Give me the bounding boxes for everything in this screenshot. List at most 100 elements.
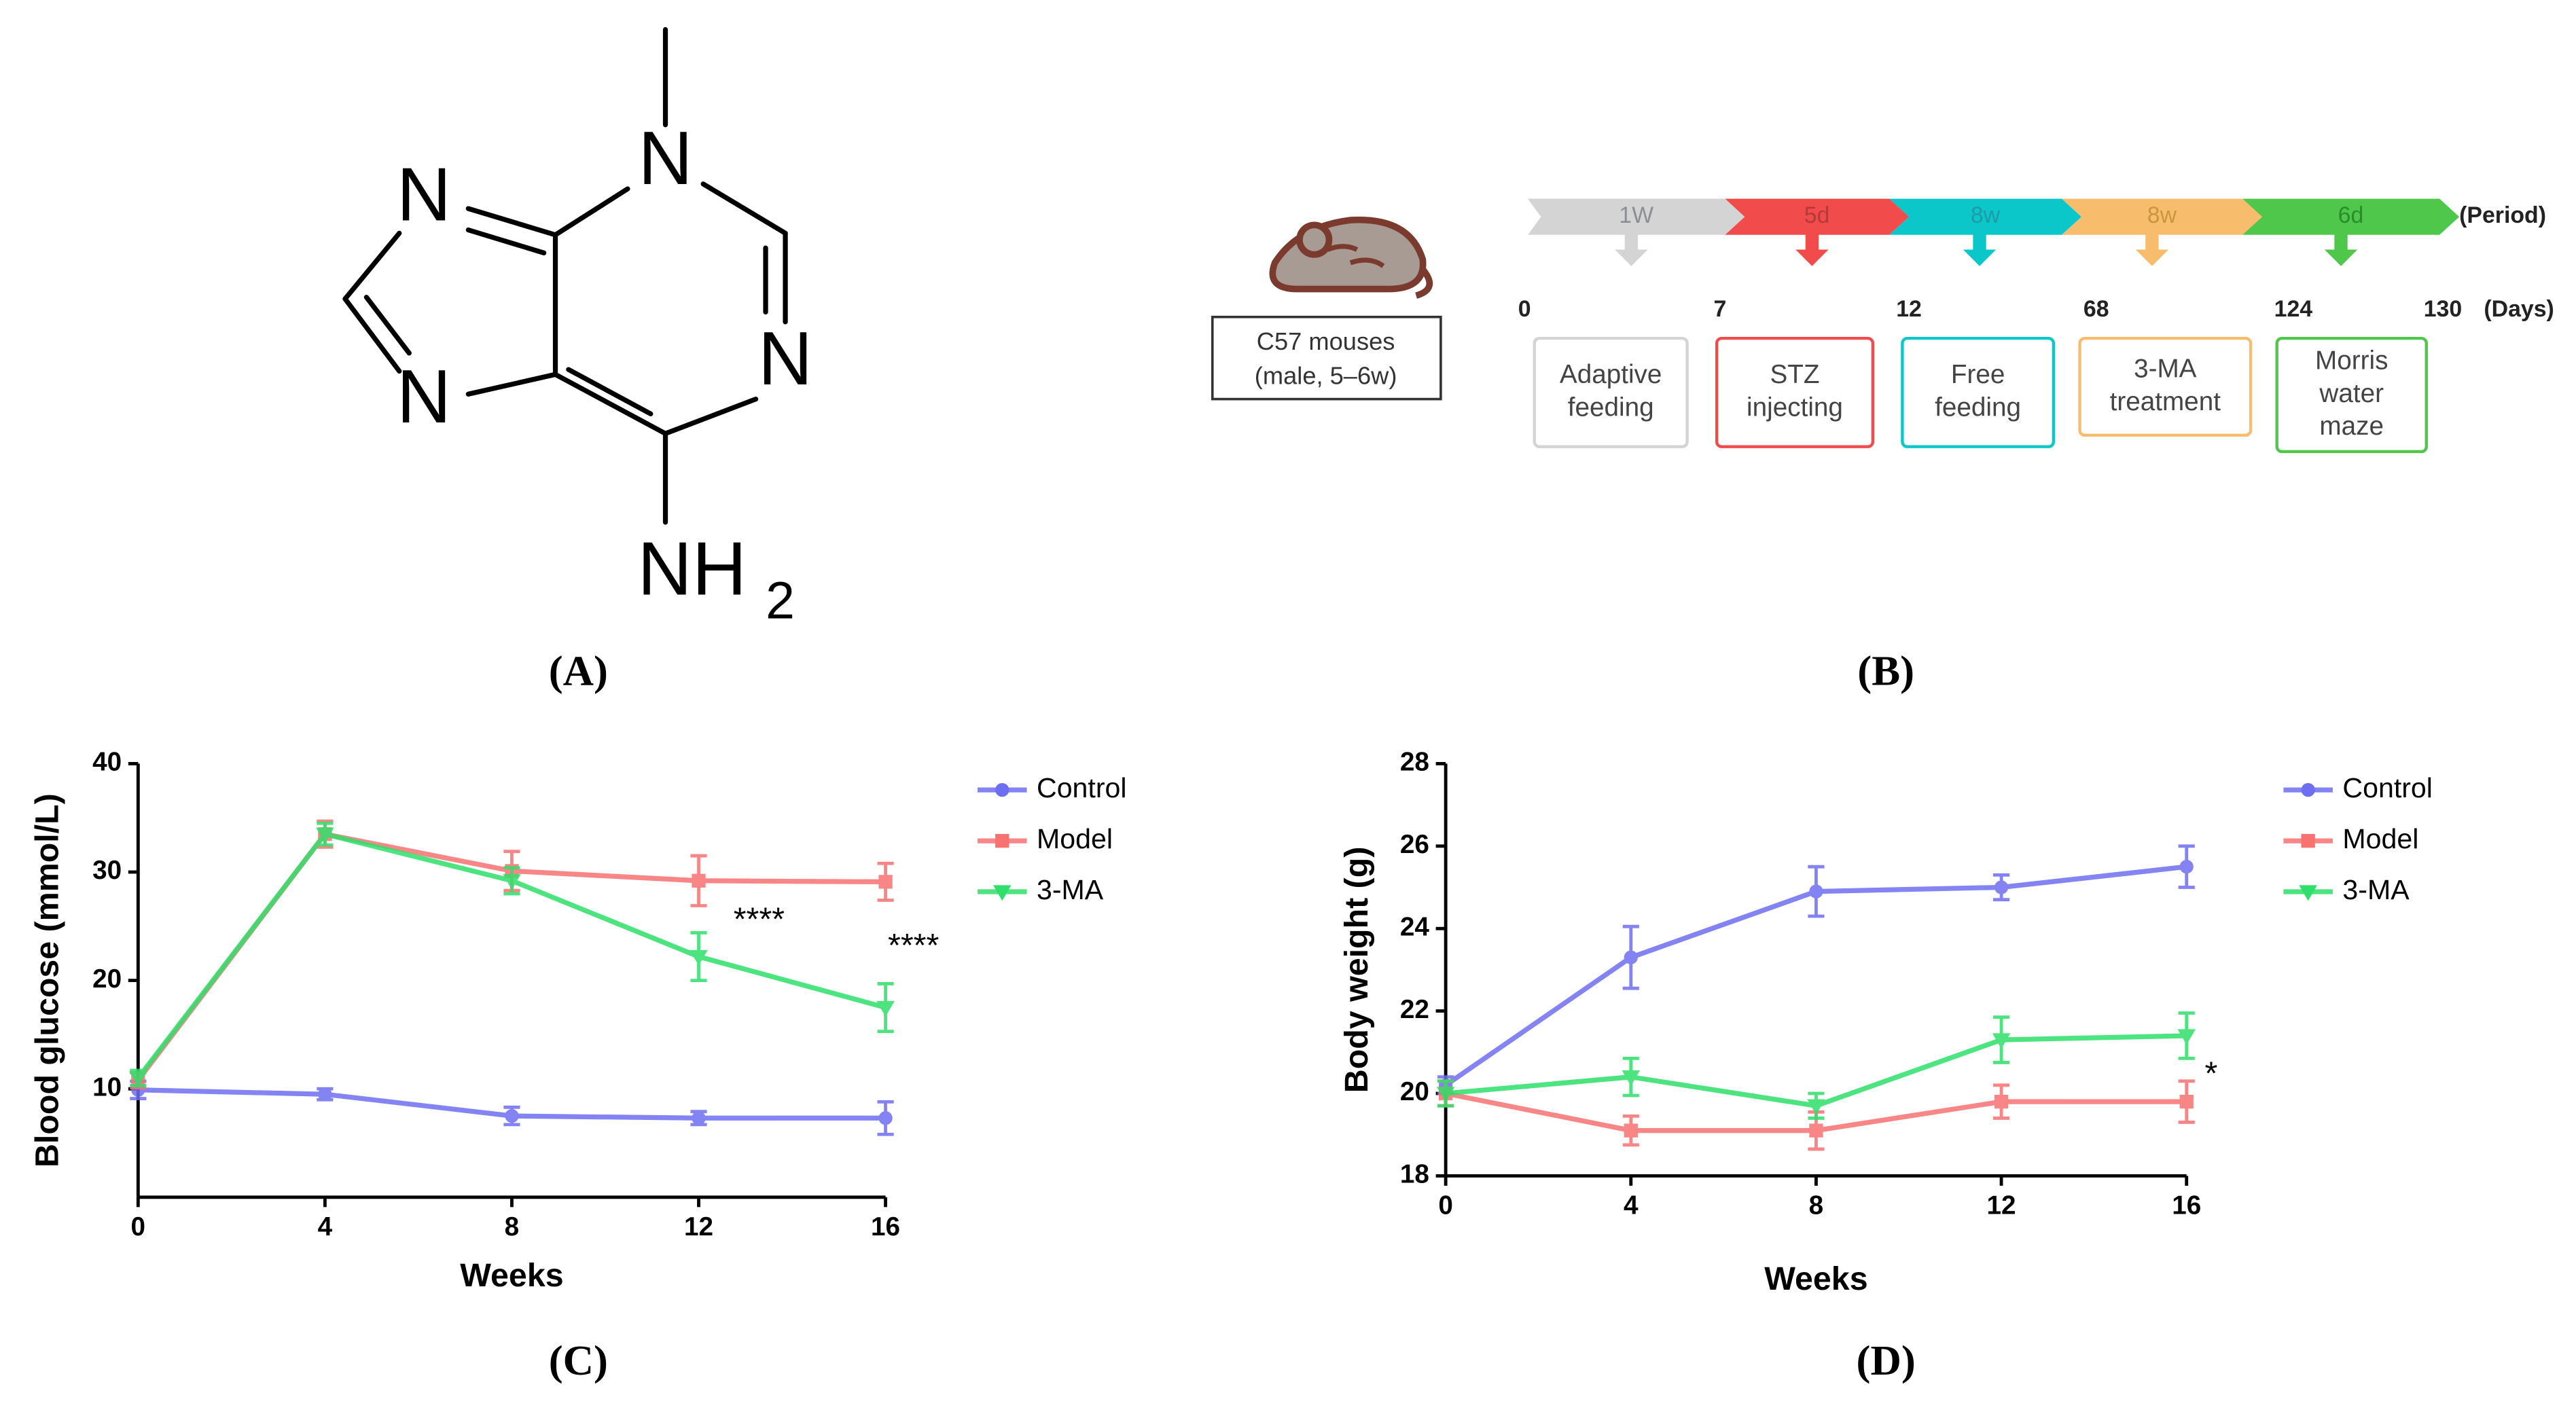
stage-text: injecting — [1747, 393, 1843, 422]
mouse-icon — [1269, 216, 1433, 299]
legend-item: Model — [977, 823, 1113, 854]
down-arrow — [1963, 233, 1997, 266]
day-label: 7 — [1714, 296, 1727, 322]
down-arrow — [1795, 233, 1829, 266]
marker — [690, 949, 708, 966]
x-axis-title: Weeks — [460, 1257, 563, 1294]
stage-text: feeding — [1568, 393, 1654, 422]
marker — [692, 873, 706, 888]
stage-text: Morris — [2315, 346, 2388, 375]
marker — [1624, 950, 1638, 964]
marker — [318, 1087, 332, 1102]
atom: N — [758, 316, 812, 401]
bond — [465, 227, 547, 256]
x-tick-label: 16 — [871, 1212, 900, 1241]
marker — [2179, 860, 2194, 874]
legend-item: 3-MA — [2283, 874, 2410, 905]
bond — [662, 396, 759, 437]
subject-box — [1211, 315, 1442, 401]
day-label: 12 — [1896, 296, 1922, 322]
amine-subscript: 2 — [766, 571, 795, 630]
series — [130, 1079, 894, 1136]
day-label: 0 — [1518, 296, 1531, 322]
x-tick-label: 4 — [318, 1212, 333, 1241]
marker — [1809, 884, 1823, 899]
marker — [129, 1071, 147, 1087]
bond — [363, 295, 412, 356]
amine: NH — [637, 526, 747, 611]
y-tick-label: 28 — [1400, 748, 1429, 777]
annotation: **** — [734, 901, 785, 937]
x-tick-label: 12 — [1987, 1191, 2016, 1220]
legend-label: Control — [1037, 772, 1126, 803]
series — [129, 821, 895, 1087]
panel-label: (A) — [549, 647, 608, 694]
x-tick-label: 0 — [1438, 1191, 1453, 1220]
y-tick-label: 24 — [1400, 912, 1430, 941]
legend-item: Control — [977, 772, 1127, 803]
marker — [1994, 880, 2009, 894]
legend-marker — [995, 782, 1009, 797]
y-tick-label: 22 — [1400, 995, 1429, 1024]
marker — [503, 874, 521, 890]
atom: N — [397, 151, 451, 236]
atom: N — [638, 115, 692, 200]
bond — [342, 296, 402, 374]
y-axis-title: Body weight (g) — [1338, 847, 1375, 1093]
x-tick-label: 16 — [2172, 1191, 2201, 1220]
stage-text: Adaptive — [1560, 360, 1662, 389]
period-label: (Period) — [2459, 202, 2546, 228]
marker — [1436, 1087, 1455, 1103]
chart: 18 20 22 24 26 28 0 4 8 12 16 Body weight (g) Weeks C… — [1338, 748, 2433, 1297]
bond — [700, 181, 788, 236]
marker — [1807, 1099, 1825, 1115]
stage-text: maze — [2319, 412, 2384, 441]
marker — [1622, 1070, 1641, 1087]
panel-label: (C) — [549, 1337, 608, 1384]
bond — [552, 186, 630, 238]
y-tick-label: 30 — [92, 856, 122, 885]
subject-text: (male, 5–6w) — [1255, 362, 1397, 390]
legend-label: Model — [2342, 823, 2418, 854]
period-text: 6d — [2338, 202, 2364, 228]
structure: N N N N NH 2 — [342, 26, 812, 630]
mouse-fur — [1326, 244, 1385, 268]
mouse-body — [1269, 216, 1427, 293]
period-arrow — [1528, 198, 1745, 235]
legend-item: Control — [2283, 772, 2433, 803]
panel-label: (D) — [1857, 1337, 1916, 1384]
series — [1437, 844, 2195, 1095]
marker — [878, 875, 893, 889]
panel-label: (B) — [1857, 647, 1914, 694]
marker — [1994, 1094, 2009, 1109]
stage-box — [2078, 336, 2253, 437]
legend-marker — [2301, 782, 2315, 797]
day-label: 124 — [2274, 296, 2313, 322]
marker — [1624, 1123, 1638, 1138]
legend-marker — [2299, 885, 2317, 901]
marker — [878, 1111, 893, 1125]
marker — [2177, 1029, 2196, 1045]
annotation: * — [2205, 1055, 2218, 1092]
y-tick-label: 20 — [1400, 1077, 1429, 1106]
down-arrow — [2135, 233, 2169, 266]
bond — [566, 367, 654, 416]
bond — [342, 230, 402, 302]
marker — [1809, 1123, 1823, 1138]
legend-label: 3-MA — [2342, 874, 2410, 905]
stage-box — [1715, 336, 1875, 448]
legend-label: Model — [1037, 823, 1113, 854]
x-tick-label: 12 — [684, 1212, 713, 1241]
mouse-tail — [1415, 267, 1433, 299]
period-arrow — [2061, 198, 2262, 235]
x-tick-label: 8 — [1809, 1191, 1824, 1220]
period-text: 8w — [1971, 202, 2001, 228]
legend-item: 3-MA — [977, 874, 1104, 905]
down-arrow — [2324, 233, 2358, 266]
stage-text: water — [2319, 379, 2384, 408]
day-label: 68 — [2083, 296, 2109, 322]
stage-text: treatment — [2110, 387, 2221, 416]
y-axis-title: Blood glucose (mmol/L) — [29, 793, 66, 1167]
subject-text: C57 mouses — [1257, 327, 1395, 355]
